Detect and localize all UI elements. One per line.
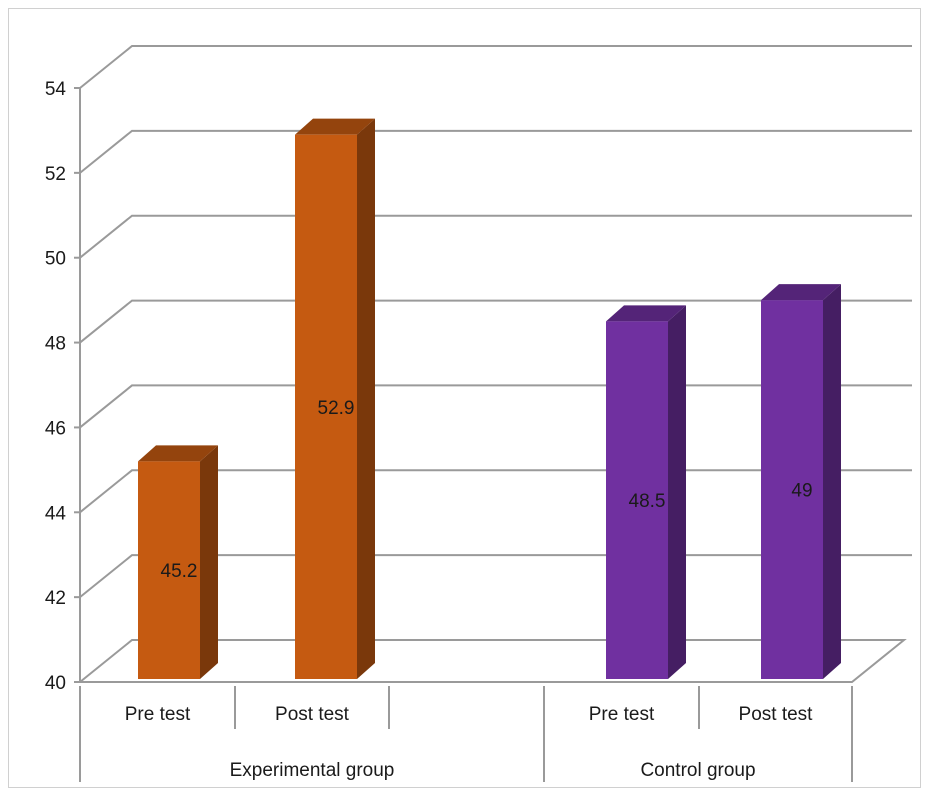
y-axis-ticks: 40 42 44 46 48 50 52 54 <box>45 79 67 694</box>
bar: 49 <box>761 284 841 679</box>
x-group-label: Experimental group <box>230 760 395 781</box>
bar-top <box>606 305 686 322</box>
bar-top <box>295 118 375 135</box>
bar-chart: 40 42 44 46 48 50 52 54 45.2 52.9 48.5 49 Pre test… <box>45 45 912 782</box>
y-tick-label: 50 <box>45 249 66 270</box>
data-label: 49 <box>791 481 812 502</box>
bar: 45.2 <box>138 445 218 679</box>
bar-top <box>761 284 841 301</box>
gridline <box>79 299 912 344</box>
bar-front <box>138 461 200 679</box>
chart-walls <box>77 88 907 683</box>
y-tick-label: 48 <box>45 334 66 355</box>
gridline <box>79 129 912 174</box>
gridline <box>79 45 912 89</box>
y-tick-label: 40 <box>45 673 66 694</box>
bar-front <box>761 300 823 679</box>
bar-front <box>606 321 668 679</box>
x-category-label: Post test <box>275 704 350 725</box>
y-tick-label: 44 <box>45 503 67 524</box>
bars: 45.2 52.9 48.5 49 <box>138 118 841 680</box>
bar-top <box>138 445 218 462</box>
x-category-label: Pre test <box>589 704 655 725</box>
y-tick-label: 54 <box>45 79 67 100</box>
y-tick-label: 52 <box>45 164 66 185</box>
x-axis: Pre test Post test Pre test Post test Experi… <box>79 686 853 782</box>
bar-side <box>823 284 841 679</box>
data-label: 52.9 <box>318 398 355 419</box>
bar-side <box>668 305 686 679</box>
x-category-label: Pre test <box>125 704 191 725</box>
x-category-label: Post test <box>739 704 814 725</box>
bar-side <box>200 445 218 679</box>
x-group-label: Control group <box>640 760 755 781</box>
chart-floor <box>77 639 907 683</box>
data-label: 48.5 <box>629 491 666 512</box>
bar: 52.9 <box>295 118 375 680</box>
chart-frame: 40 42 44 46 48 50 52 54 45.2 52.9 48.5 49 Pre test… <box>8 8 921 788</box>
gridline <box>79 214 912 259</box>
bar: 48.5 <box>606 305 686 679</box>
bar-side <box>357 118 375 679</box>
bar-front <box>295 134 357 680</box>
y-tick-label: 42 <box>45 588 66 609</box>
data-label: 45.2 <box>161 561 198 582</box>
y-tick-label: 46 <box>45 418 66 439</box>
